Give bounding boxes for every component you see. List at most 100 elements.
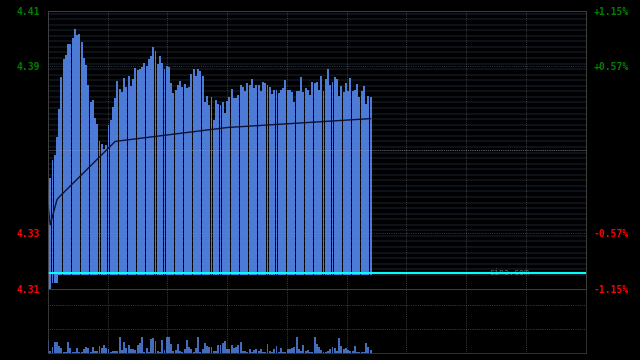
Bar [83, 58, 84, 275]
Bar [321, 350, 322, 353]
Bar [150, 56, 152, 275]
Bar [332, 347, 333, 353]
Bar [287, 90, 289, 275]
Bar [253, 350, 255, 353]
Bar [65, 352, 67, 353]
Bar [280, 90, 282, 275]
Bar [211, 96, 212, 275]
Bar [110, 352, 111, 353]
Bar [193, 352, 195, 353]
Bar [128, 345, 129, 353]
Bar [365, 104, 367, 275]
Bar [258, 85, 259, 275]
Bar [166, 337, 168, 353]
Bar [70, 348, 71, 353]
Bar [327, 351, 329, 353]
Bar [334, 77, 335, 275]
Bar [262, 352, 264, 353]
Bar [253, 87, 255, 275]
Bar [137, 345, 138, 353]
Bar [236, 347, 237, 353]
Bar [282, 352, 284, 353]
Bar [54, 342, 56, 353]
Bar [354, 346, 356, 353]
Bar [97, 351, 98, 353]
Bar [188, 347, 190, 353]
Bar [124, 78, 125, 275]
Bar [242, 87, 244, 275]
Bar [65, 55, 67, 275]
Bar [269, 87, 271, 275]
Bar [166, 66, 168, 275]
Bar [56, 137, 58, 283]
Bar [182, 352, 183, 353]
Bar [61, 77, 62, 275]
Bar [101, 348, 102, 353]
Bar [361, 91, 362, 275]
Bar [348, 350, 349, 353]
Bar [195, 76, 196, 275]
Bar [112, 351, 114, 353]
Bar [303, 345, 304, 353]
Bar [237, 345, 239, 353]
Bar [298, 349, 300, 353]
Bar [72, 352, 74, 353]
Bar [161, 340, 163, 353]
Bar [300, 351, 302, 353]
Bar [260, 348, 262, 353]
Bar [182, 87, 183, 275]
Bar [264, 82, 266, 275]
Bar [94, 118, 96, 275]
Bar [345, 348, 347, 353]
Bar [305, 88, 307, 275]
Bar [63, 59, 65, 275]
Bar [352, 91, 353, 275]
Bar [137, 70, 138, 275]
Bar [179, 351, 181, 353]
Bar [336, 351, 338, 353]
Bar [349, 351, 351, 353]
Bar [249, 348, 250, 353]
Bar [191, 349, 192, 353]
Bar [209, 105, 210, 275]
Bar [116, 351, 118, 353]
Bar [258, 351, 259, 353]
Bar [354, 90, 356, 275]
Bar [222, 102, 223, 275]
Bar [246, 84, 248, 275]
Bar [56, 342, 58, 353]
Bar [220, 105, 221, 275]
Bar [175, 90, 177, 275]
Bar [285, 80, 286, 275]
Bar [106, 145, 107, 275]
Bar [303, 91, 304, 275]
Bar [99, 346, 100, 353]
Bar [289, 349, 291, 353]
Bar [278, 352, 280, 353]
Bar [152, 338, 154, 353]
Bar [296, 337, 298, 353]
Bar [312, 82, 313, 275]
Bar [47, 189, 49, 289]
Bar [186, 88, 188, 275]
Bar [367, 347, 369, 353]
Bar [54, 155, 56, 283]
Bar [49, 178, 51, 289]
Bar [231, 89, 232, 275]
Bar [220, 345, 221, 353]
Bar [134, 68, 136, 275]
Bar [340, 86, 342, 275]
Bar [289, 90, 291, 275]
Bar [228, 97, 230, 275]
Bar [358, 97, 360, 275]
Bar [325, 352, 326, 353]
Bar [287, 349, 289, 353]
Bar [58, 109, 60, 275]
Bar [79, 34, 80, 275]
Bar [52, 160, 53, 283]
Bar [67, 44, 69, 275]
Bar [305, 351, 307, 353]
Bar [316, 344, 317, 353]
Bar [134, 350, 136, 353]
Bar [58, 346, 60, 353]
